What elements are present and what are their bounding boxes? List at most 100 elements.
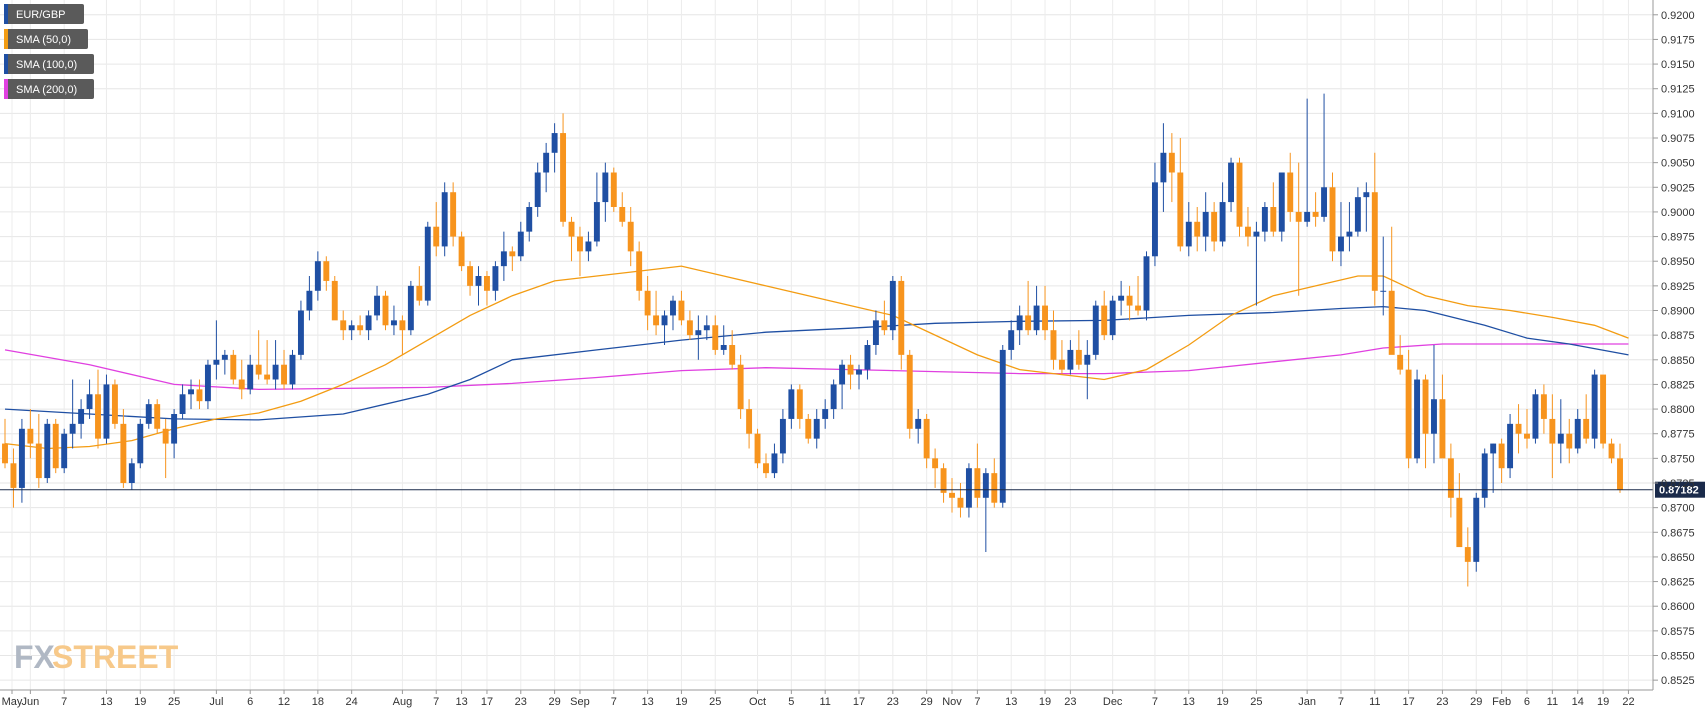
candle-body [1321, 187, 1328, 217]
candle [1295, 162, 1302, 296]
candle [991, 458, 998, 508]
candle-body [1583, 418, 1590, 439]
candle [1549, 394, 1556, 479]
candle [1524, 409, 1530, 449]
x-tick-label: 19 [1597, 696, 1609, 708]
x-tick-label: 17 [1402, 696, 1414, 708]
candle-body [932, 458, 939, 469]
candle-body [1304, 211, 1311, 222]
x-tick-label: 11 [1547, 696, 1558, 708]
x-tick-label: 11 [819, 696, 830, 708]
watermark-text-street: STREET [52, 639, 179, 675]
candle [196, 379, 203, 410]
legend-item-bg [4, 29, 88, 49]
candle-body [1490, 443, 1497, 454]
candle-body [1151, 182, 1158, 257]
candle [1422, 374, 1429, 469]
candle-body [120, 423, 127, 483]
legend-item[interactable]: SMA (200,0) [4, 79, 94, 99]
y-tick-label: 0.8600 [1661, 601, 1695, 613]
candle [1380, 236, 1387, 316]
candle [1473, 492, 1480, 572]
legend-item-bg [4, 54, 94, 74]
candle-body [703, 325, 710, 331]
candle-body [1312, 211, 1319, 217]
candle-body [1194, 221, 1201, 237]
candle-body [1380, 290, 1387, 292]
candle-body [1524, 433, 1530, 439]
candle-body [847, 364, 854, 375]
candle [1617, 443, 1623, 493]
legend-item[interactable]: SMA (50,0) [4, 29, 88, 49]
candle [1338, 202, 1344, 267]
candle [1118, 280, 1125, 316]
candle-body [965, 468, 972, 508]
candle-body [314, 261, 321, 291]
candle-body [686, 320, 693, 336]
candle [1397, 335, 1404, 375]
candle-body [602, 172, 609, 203]
candle [306, 276, 313, 321]
legend-item[interactable]: EUR/GBP [4, 4, 84, 24]
candle [517, 221, 524, 262]
candle-body [69, 423, 76, 434]
candle [1219, 182, 1226, 247]
candle [949, 478, 955, 513]
candle-body [839, 364, 846, 385]
legend: EUR/GBP SMA (50,0) SMA (100,0) SMA (200,0) [4, 4, 94, 99]
candle [703, 315, 710, 341]
candle-body [1253, 231, 1260, 237]
candle-body [492, 266, 499, 291]
candle-body [137, 423, 144, 464]
x-tick-label: 18 [312, 696, 324, 708]
legend-swatch [4, 29, 8, 49]
candle [1101, 290, 1108, 341]
candle [712, 315, 719, 355]
candle-body [619, 207, 626, 222]
candle-body [61, 433, 68, 469]
candle [35, 414, 42, 488]
candle [1498, 438, 1505, 483]
y-tick-label: 0.9150 [1661, 59, 1695, 71]
candles [2, 93, 1623, 587]
candle [881, 300, 888, 336]
candle [526, 202, 533, 242]
candle-body [433, 226, 440, 247]
x-tick-label: 17 [481, 696, 493, 708]
candle [399, 315, 406, 355]
candle [1177, 138, 1184, 252]
x-tick-label: 17 [853, 696, 865, 708]
candle [103, 374, 110, 444]
candle [1075, 330, 1082, 370]
candle [1109, 295, 1116, 341]
candle [441, 182, 448, 257]
candle-body [779, 418, 786, 454]
candle-body [374, 295, 381, 316]
candle-body [1244, 226, 1251, 237]
candle [1168, 133, 1175, 203]
candle-body [145, 404, 152, 424]
candle [560, 113, 567, 227]
x-tick-label: 7 [974, 696, 980, 708]
candle [137, 418, 144, 469]
candle-body [923, 418, 930, 459]
candle-body [230, 354, 237, 380]
candle [374, 285, 381, 321]
candle-body [1084, 354, 1091, 365]
y-tick-label: 0.8825 [1661, 379, 1695, 391]
candle [10, 448, 17, 508]
candle [670, 295, 676, 331]
legend-swatch [4, 54, 8, 74]
x-tick-label: 13 [100, 696, 112, 708]
legend-item[interactable]: SMA (100,0) [4, 54, 94, 74]
candle-body [1135, 305, 1141, 311]
candle-body [1168, 152, 1175, 173]
candle-body [416, 285, 423, 301]
candle [1346, 202, 1353, 252]
candle [382, 290, 389, 331]
candle-body [1439, 399, 1446, 459]
candle [111, 379, 118, 429]
candle [27, 409, 34, 459]
legend-swatch [4, 79, 8, 99]
fxstreet-watermark: FX STREET [14, 639, 179, 675]
